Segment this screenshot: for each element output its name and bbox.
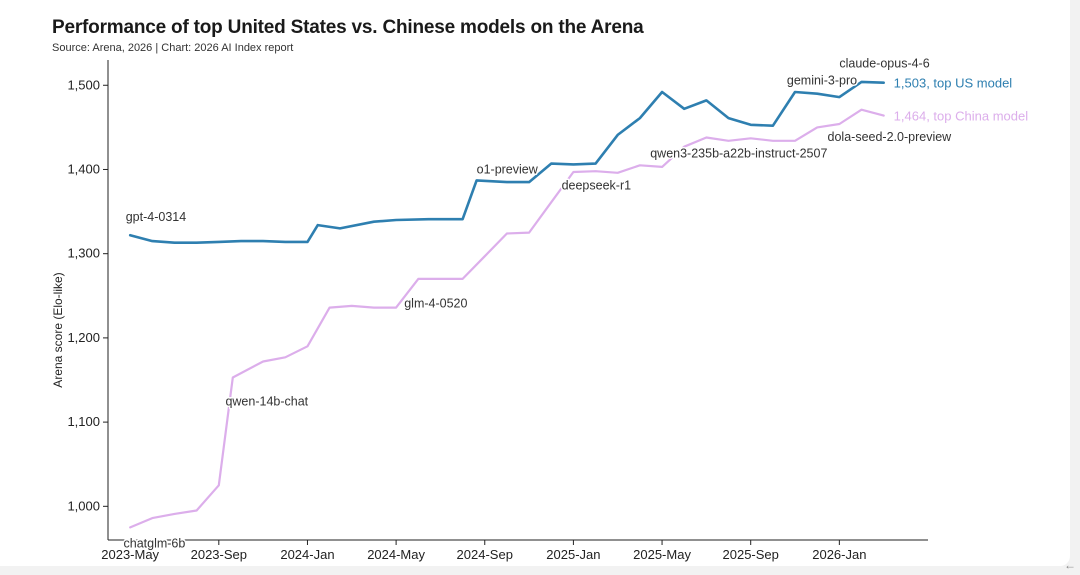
x-tick-label: 2025-May bbox=[633, 547, 691, 562]
y-tick-label: 1,000 bbox=[67, 498, 100, 513]
model-annotation: deepseek-r1 bbox=[562, 179, 632, 193]
y-tick-label: 1,200 bbox=[67, 330, 100, 345]
x-tick-label: 2024-Jan bbox=[280, 547, 334, 562]
series-layer bbox=[128, 80, 885, 529]
model-annotation: gemini-3-pro bbox=[787, 73, 857, 87]
x-tick-label: 2024-May bbox=[367, 547, 425, 562]
y-axis-title: Arena score (Elo-like) bbox=[51, 272, 65, 387]
y-tick-label: 1,500 bbox=[67, 77, 100, 92]
y-tick-label: 1,300 bbox=[67, 246, 100, 261]
model-annotation: qwen3-235b-a22b-instruct-2507 bbox=[650, 147, 827, 161]
y-tick-label: 1,100 bbox=[67, 414, 100, 429]
model-annotation: o1-preview bbox=[477, 163, 539, 177]
x-tick-label: 2026-Jan bbox=[812, 547, 866, 562]
us-end-label: 1,503, top US model bbox=[894, 76, 1013, 91]
line-chart: 1,000 1,100 1,200 1,300 1,400 1,500 2023-May 20… bbox=[51, 55, 1029, 562]
model-annotation: dola-seed-2.0-preview bbox=[828, 130, 953, 144]
x-tick-label: 2023-Sep bbox=[191, 547, 247, 562]
chart-title: Performance of top United States vs. Chi… bbox=[52, 17, 644, 38]
model-annotation: claude-opus-4-6 bbox=[839, 57, 929, 71]
chart-card: Performance of top United States vs. Chi… bbox=[0, 0, 1070, 566]
label-layer: 1,503, top US model 1,464, top China mode… bbox=[122, 55, 1029, 552]
china-series-line bbox=[129, 108, 885, 529]
back-arrow-icon[interactable]: ← bbox=[1064, 558, 1076, 572]
us-series-line bbox=[128, 80, 885, 244]
model-annotation: glm-4-0520 bbox=[404, 297, 467, 311]
x-tick-label: 2023-May bbox=[101, 547, 159, 562]
x-tick-label: 2025-Jan bbox=[546, 547, 600, 562]
chart-axes: 1,000 1,100 1,200 1,300 1,400 1,500 2023-May 20… bbox=[51, 60, 928, 562]
x-tick-label: 2024-Sep bbox=[457, 547, 513, 562]
model-annotation: qwen-14b-chat bbox=[225, 394, 308, 408]
model-annotation: gpt-4-0314 bbox=[126, 210, 187, 224]
y-tick-label: 1,400 bbox=[67, 161, 100, 176]
model-annotation: chatglm-6b bbox=[124, 537, 186, 551]
chart-subtitle: Source: Arena, 2026 | Chart: 2026 AI Ind… bbox=[52, 42, 294, 54]
china-end-label: 1,464, top China model bbox=[894, 109, 1029, 124]
x-tick-label: 2025-Sep bbox=[723, 547, 779, 562]
